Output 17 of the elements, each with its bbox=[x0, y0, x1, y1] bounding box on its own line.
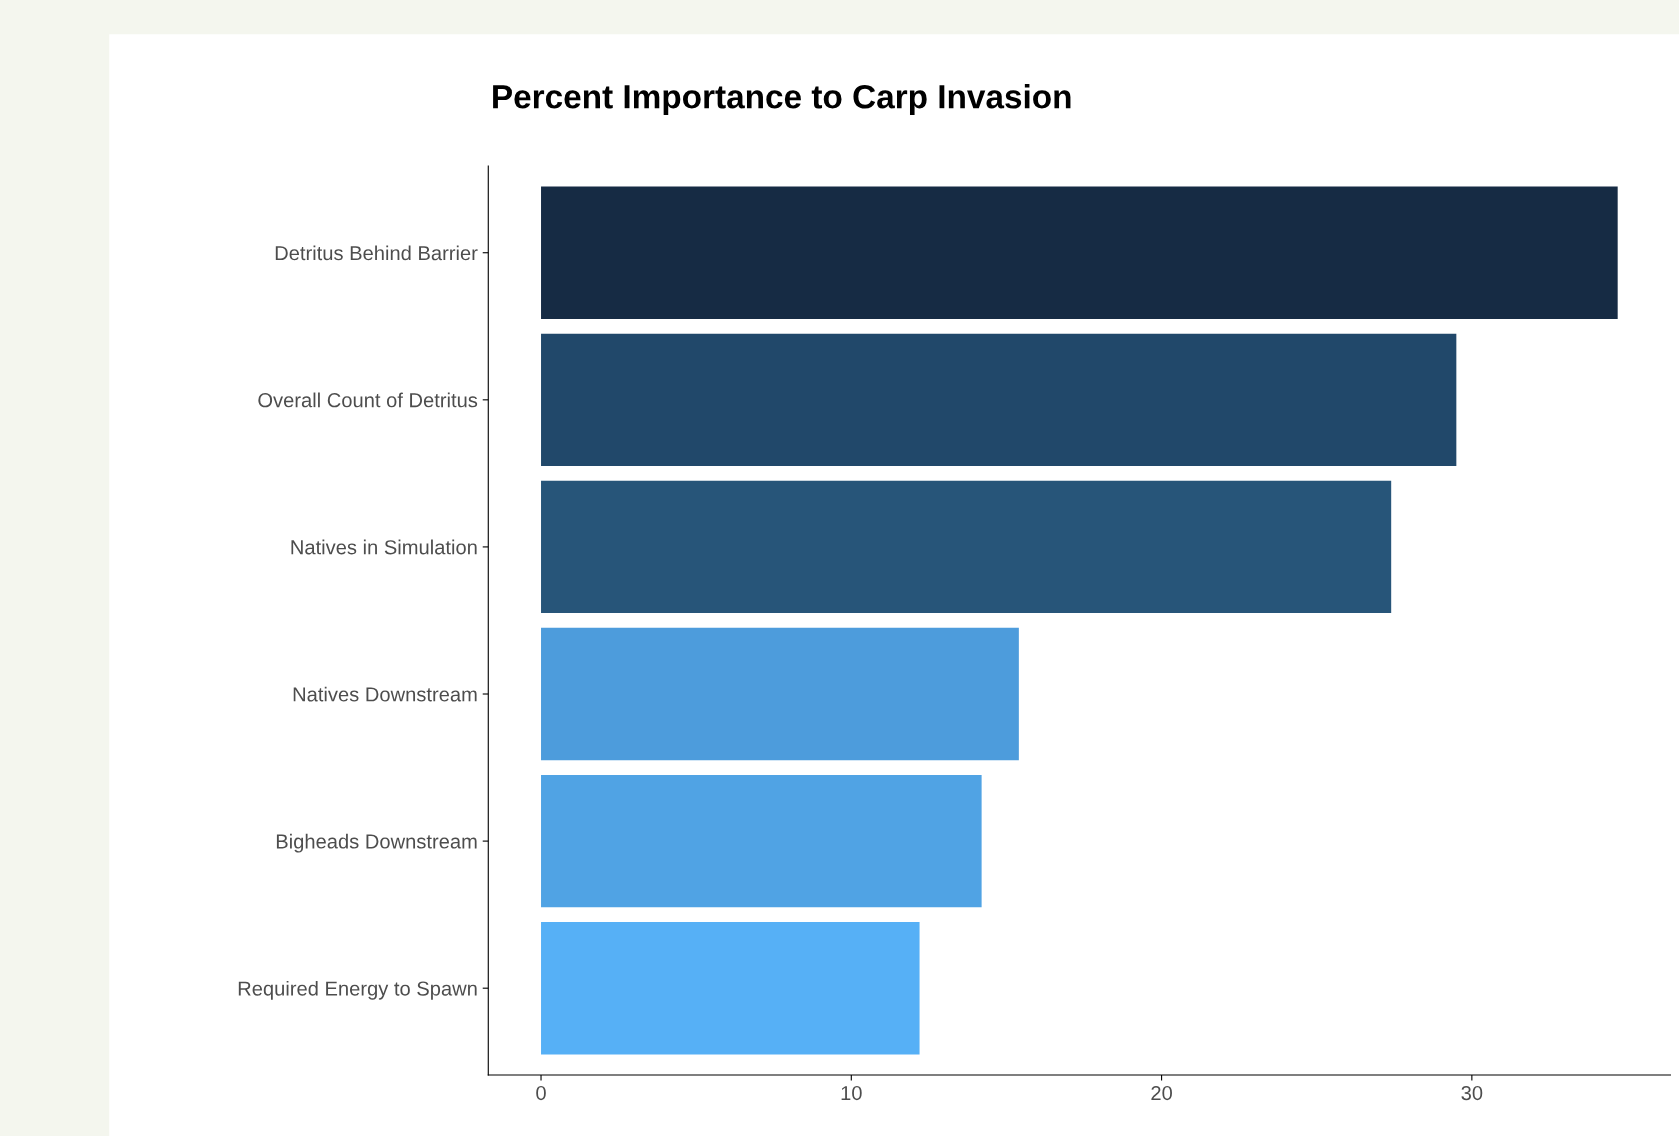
x-tick-label: 30 bbox=[1461, 1085, 1483, 1101]
chart-title: Percent Importance to Carp Invasion bbox=[493, 84, 1071, 116]
bar bbox=[541, 480, 1392, 614]
bar bbox=[541, 922, 920, 1055]
bar bbox=[541, 333, 1457, 467]
y-tick-label: Required Energy to Spawn bbox=[238, 980, 477, 1000]
bar bbox=[541, 627, 1019, 761]
x-tick-label: 0 bbox=[536, 1085, 546, 1101]
y-tick-label: Detritus Behind Barrier bbox=[275, 245, 478, 261]
x-tick-label: 20 bbox=[1151, 1085, 1172, 1101]
y-tick-label: Bigheads Downstream bbox=[276, 833, 477, 853]
bar bbox=[541, 774, 982, 908]
y-tick-label: Natives in Simulation bbox=[291, 539, 477, 555]
y-tick-label: Natives Downstream bbox=[293, 686, 477, 702]
x-tick-label: 10 bbox=[841, 1085, 862, 1101]
bar bbox=[541, 186, 1618, 319]
y-tick-label: Overall Count of Detritus bbox=[258, 392, 478, 408]
